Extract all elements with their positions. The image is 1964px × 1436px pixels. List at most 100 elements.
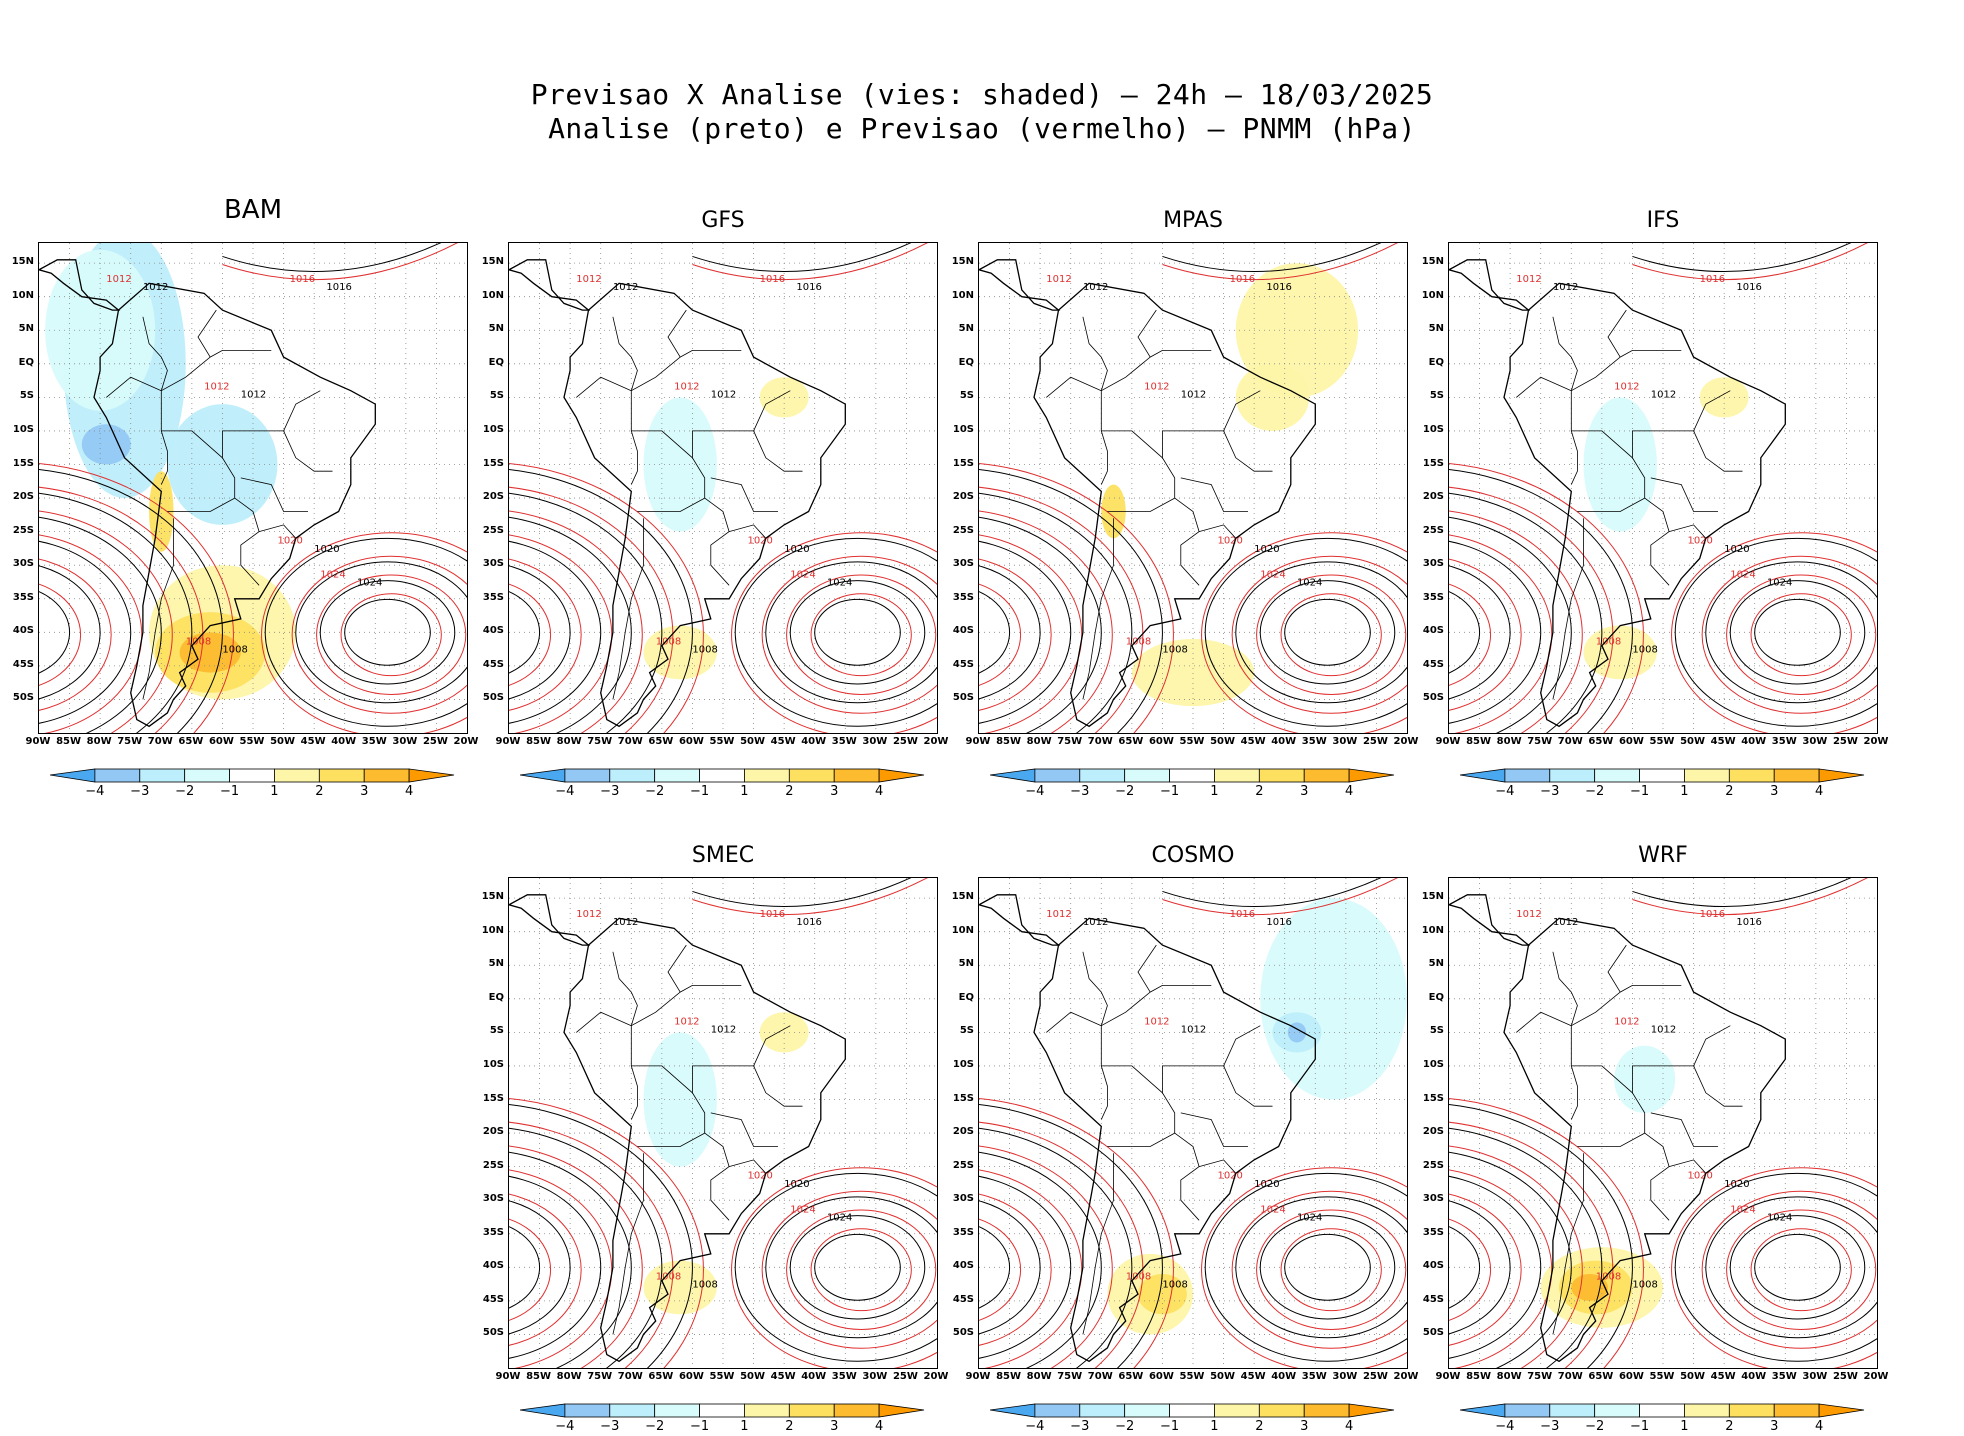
lat-tick-label: 5S [959,390,974,402]
colorbar-tick-label: −3 [1540,784,1560,799]
colorbar-swatch [564,1403,611,1418]
lat-tick-label: 25S [1422,1159,1444,1171]
lat-tick-label: 35S [482,591,504,603]
analysis-isobar [1705,561,1877,704]
forecast-isobar [509,463,704,733]
lat-tick-label: 15N [951,256,974,268]
analysis-isobar [509,1226,541,1309]
country-border [612,316,638,391]
lat-tick-label: 40S [482,1260,504,1272]
analysis-isobar [1449,492,1603,733]
lat-tick-label: 40S [952,1260,974,1272]
coastline [979,894,1061,946]
forecast-isobar [1750,593,1852,677]
analysis-isobar-label: 1008 [222,644,247,655]
country-border [1693,390,1731,432]
colorbar-swatch [1258,1403,1305,1418]
forecast-isobar-label: 1016 [1700,909,1725,920]
colorbar-swatch [1639,768,1685,783]
colorbar-swatch [1460,1403,1506,1418]
colorbar-swatch [1504,768,1551,783]
colorbar-tick-label: −4 [1025,1419,1045,1434]
country-border [667,309,687,358]
analysis-isobar [509,565,571,700]
country-border [637,1132,705,1147]
colorbar [1460,1403,1865,1418]
colorbar-swatch [744,1403,790,1418]
bias-shading [1131,639,1255,707]
lon-tick-label: 35W [1301,1371,1327,1382]
lon-tick-label: 55W [709,736,735,747]
map-frame: 1016 1016 1012 1012 1020 1020 1024 1024 1008 1008… [508,242,938,734]
lon-tick-label: 40W [1741,736,1767,747]
analysis-isobar [509,1127,663,1368]
analysis-isobar-label: 1016 [1736,282,1761,293]
country-border [1552,316,1578,391]
bias-shading [81,424,131,465]
analysis-isobar [509,1200,571,1335]
forecast-isobar [1449,534,1553,733]
bias-shading [1235,363,1310,431]
forecast-isobar [1671,1167,1877,1368]
country-border [1650,1112,1718,1147]
lon-tick-label: 25W [1362,736,1388,747]
forecast-isobar [1449,510,1583,733]
forecast-isobar-label: 1024 [1730,569,1755,580]
analysis-isobar-label: 1012 [143,282,168,293]
lat-tick-label: 15N [481,256,504,268]
lat-tick-label: 30S [482,558,504,570]
lon-tick-label: 50W [1210,1371,1236,1382]
colorbar-tick-label: 1 [740,1419,749,1434]
colorbar-swatch [699,768,745,783]
analysis-isobar [734,1172,937,1362]
coastline [1449,894,1531,946]
lat-tick-label: EQ [1428,356,1444,368]
forecast-isobar-label: 1012 [1046,274,1071,285]
lat-tick-label: 50S [1422,692,1444,704]
analysis-isobar [39,516,162,733]
colorbar-swatch [609,768,656,783]
analysis-isobar-label: 1016 [1266,917,1291,928]
forecast-isobar-label: 1016 [290,274,315,285]
forecast-isobar-label: 1012 [1144,381,1169,392]
analysis-isobar-label: 1024 [827,1212,852,1223]
country-border [1571,430,1670,586]
forecast-isobar [1231,1190,1407,1349]
map-canvas: 1016 1016 1012 1012 1020 1020 1024 1024 1008 1008… [1449,878,1877,1368]
colorbar-tick-label: 4 [1344,784,1354,799]
forecast-isobar [1280,593,1382,677]
lon-tick-label: 75W [1057,1371,1083,1382]
forecast-isobar [1449,486,1614,733]
analysis-isobar [1259,580,1396,685]
lat-tick-label: 30S [482,1193,504,1205]
colorbar-swatch [1549,768,1596,783]
forecast-isobar [39,558,112,711]
forecast-isobar [979,583,1022,686]
lon-tick-label: 85W [996,736,1022,747]
lon-tick-label: 60W [678,736,704,747]
lon-tick-label: 45W [770,1371,796,1382]
analysis-isobar-label: 1012 [1083,282,1108,293]
lat-tick-label: 50S [952,692,974,704]
lat-tick-label: 5N [958,323,974,335]
country-border [631,350,742,392]
analysis-isobar-label: 1012 [1181,1024,1206,1035]
analysis-isobar [1449,1226,1481,1309]
country-border [1082,1153,1114,1335]
colorbar-swatch [1504,1403,1551,1418]
analysis-isobar [1449,1200,1511,1335]
colorbar-tick-label: 2 [1255,784,1264,799]
map-frame: 1016 1016 1012 1012 1020 1020 1024 1024 1008 1008… [978,877,1408,1369]
forecast-isobar-label: 1012 [1614,1016,1639,1027]
lon-tick-label: 30W [1332,736,1358,747]
lon-tick-label: 50W [740,1371,766,1382]
country-border [1668,1159,1707,1174]
colorbar-tick-label: 2 [1255,1419,1264,1434]
lat-tick-label: 20S [952,491,974,503]
lon-tick-label: 35W [1771,1371,1797,1382]
lat-tick-label: 10N [951,924,974,936]
colorbar-tick-label: −1 [1159,784,1180,799]
country-border [161,430,260,586]
lon-tick-label: 40W [1741,1371,1767,1382]
analysis-isobar [509,1151,632,1368]
